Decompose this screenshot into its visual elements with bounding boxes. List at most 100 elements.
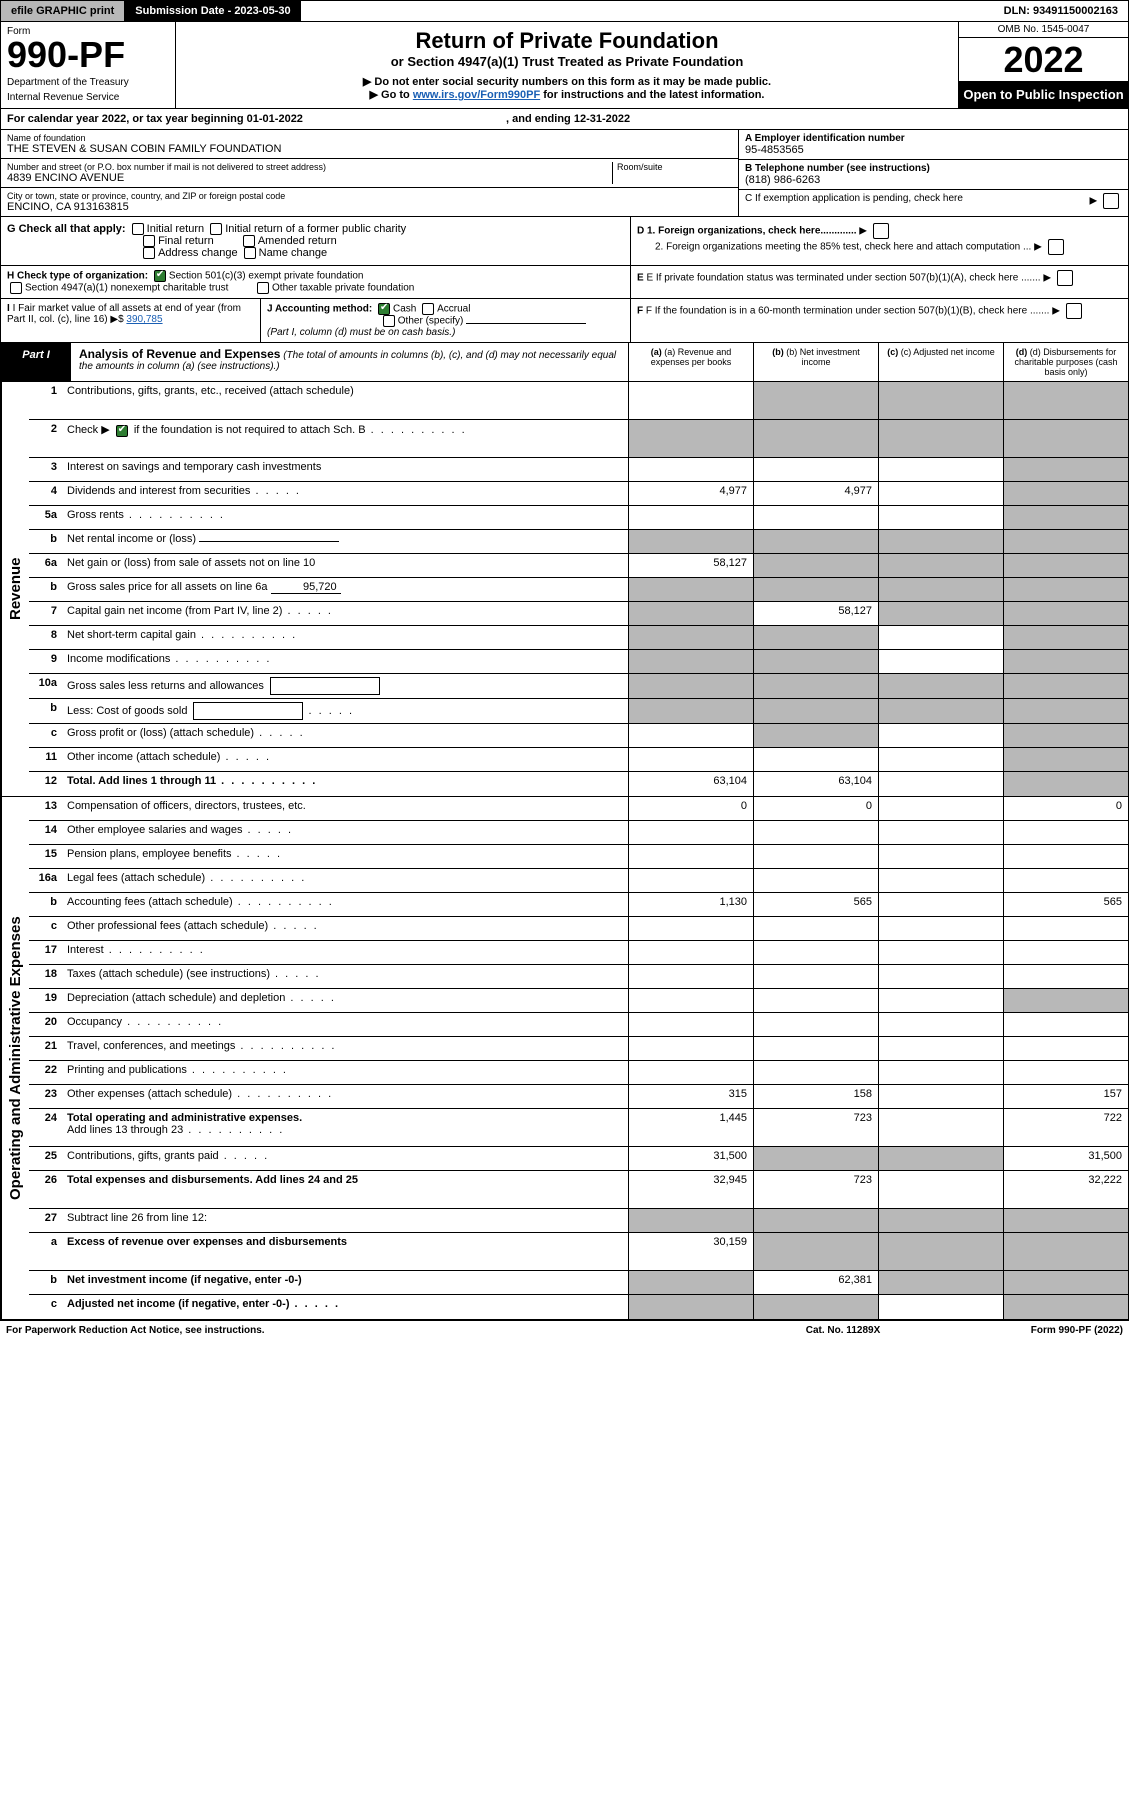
d1-label: D 1. Foreign organizations, check here..… — [637, 226, 857, 237]
line-22: Printing and publications — [63, 1061, 628, 1084]
part1-title: Analysis of Revenue and Expenses — [79, 347, 280, 361]
line-23: Other expenses (attach schedule) — [63, 1085, 628, 1108]
col-d-head: (d) (d) Disbursements for charitable pur… — [1003, 343, 1128, 381]
line-16c: Other professional fees (attach schedule… — [63, 917, 628, 940]
goto-instruction: ▶ Go to www.irs.gov/Form990PF for instru… — [182, 88, 952, 101]
calendar-year-row: For calendar year 2022, or tax year begi… — [0, 109, 1129, 130]
section-h-e: H Check type of organization: Section 50… — [0, 266, 1129, 299]
ssn-warning: ▶ Do not enter social security numbers o… — [182, 75, 952, 88]
submission-date: Submission Date - 2023-05-30 — [125, 1, 300, 21]
line-15: Pension plans, employee benefits — [63, 845, 628, 868]
room-suite-label: Room/suite — [612, 162, 732, 184]
d2-label: 2. Foreign organizations meeting the 85%… — [655, 242, 1031, 253]
line-16a: Legal fees (attach schedule) — [63, 869, 628, 892]
h-501c3-checkbox[interactable] — [154, 270, 166, 282]
j-other-checkbox[interactable] — [383, 315, 395, 327]
line-16b: Accounting fees (attach schedule) — [63, 893, 628, 916]
line-1: Contributions, gifts, grants, etc., rece… — [63, 382, 628, 419]
j-label: J Accounting method: — [267, 304, 372, 315]
form-number: 990-PF — [7, 37, 169, 73]
line-6a: Net gain or (loss) from sale of assets n… — [63, 554, 628, 577]
line-27a: Excess of revenue over expenses and disb… — [63, 1233, 628, 1270]
section-g-d: G Check all that apply: Initial return I… — [0, 217, 1129, 266]
h-4947-checkbox[interactable] — [10, 282, 22, 294]
h-label: H Check type of organization: — [7, 271, 148, 282]
line-11: Other income (attach schedule) — [63, 748, 628, 771]
expenses-side-tab: Operating and Administrative Expenses — [1, 797, 29, 1319]
line-13: Compensation of officers, directors, tru… — [63, 797, 628, 820]
f-checkbox[interactable] — [1066, 303, 1082, 319]
schb-checkbox[interactable] — [116, 425, 128, 437]
header: Form 990-PF Department of the Treasury I… — [0, 22, 1129, 109]
final-return-checkbox[interactable] — [143, 235, 155, 247]
footer: For Paperwork Reduction Act Notice, see … — [0, 1320, 1129, 1340]
g-label: G Check all that apply: — [7, 223, 126, 235]
line-14: Other employee salaries and wages — [63, 821, 628, 844]
d2-checkbox[interactable] — [1048, 239, 1064, 255]
i-label: I Fair market value of all assets at end… — [7, 303, 241, 325]
section-i-j-f: I I Fair market value of all assets at e… — [0, 299, 1129, 343]
revenue-table: Revenue 1Contributions, gifts, grants, e… — [0, 382, 1129, 797]
form-subtitle: or Section 4947(a)(1) Trust Treated as P… — [182, 54, 952, 69]
city-state-zip: ENCINO, CA 913163815 — [7, 201, 732, 213]
paperwork-notice: For Paperwork Reduction Act Notice, see … — [6, 1325, 743, 1336]
line-27c: Adjusted net income (if negative, enter … — [63, 1295, 628, 1319]
col-a-head: (a) (a) Revenue and expenses per books — [628, 343, 753, 381]
line-18: Taxes (attach schedule) (see instruction… — [63, 965, 628, 988]
initial-return-checkbox[interactable] — [132, 223, 144, 235]
line-5a: Gross rents — [63, 506, 628, 529]
expenses-table: Operating and Administrative Expenses 13… — [0, 797, 1129, 1320]
initial-former-checkbox[interactable] — [210, 223, 222, 235]
name-label: Name of foundation — [7, 133, 732, 143]
line-2: Check ▶ if the foundation is not require… — [63, 420, 628, 457]
form-title: Return of Private Foundation — [182, 28, 952, 54]
ein-value: 95-4853565 — [745, 144, 1122, 156]
address-change-checkbox[interactable] — [143, 247, 155, 259]
line-27b: Net investment income (if negative, ente… — [63, 1271, 628, 1294]
address-label: Number and street (or P.O. box number if… — [7, 162, 612, 172]
col-b-head: (b) (b) Net investment income — [753, 343, 878, 381]
line-10c: Gross profit or (loss) (attach schedule) — [63, 724, 628, 747]
line-27: Subtract line 26 from line 12: — [63, 1209, 628, 1232]
j-accrual-checkbox[interactable] — [422, 303, 434, 315]
ein-label: A Employer identification number — [745, 133, 1122, 144]
phone-label: B Telephone number (see instructions) — [745, 163, 1122, 174]
line-4: Dividends and interest from securities — [63, 482, 628, 505]
amended-return-checkbox[interactable] — [243, 235, 255, 247]
revenue-side-tab: Revenue — [1, 382, 29, 796]
dept-treasury: Department of the Treasury — [7, 77, 169, 88]
e-checkbox[interactable] — [1057, 270, 1073, 286]
h-other-checkbox[interactable] — [257, 282, 269, 294]
line-5b: Net rental income or (loss) — [63, 530, 628, 553]
line-20: Occupancy — [63, 1013, 628, 1036]
line-26: Total expenses and disbursements. Add li… — [63, 1171, 628, 1208]
omb-number: OMB No. 1545-0047 — [959, 22, 1128, 38]
f-label: F If the foundation is in a 60-month ter… — [646, 306, 1050, 317]
j-cash-checkbox[interactable] — [378, 303, 390, 315]
footer-form: Form 990-PF (2022) — [943, 1325, 1123, 1336]
line-8: Net short-term capital gain — [63, 626, 628, 649]
tax-year: 2022 — [959, 38, 1128, 81]
section-c-label: C If exemption application is pending, c… — [745, 193, 963, 204]
line-19: Depreciation (attach schedule) and deple… — [63, 989, 628, 1012]
line-6b: Gross sales price for all assets on line… — [63, 578, 628, 601]
foundation-info: Name of foundation THE STEVEN & SUSAN CO… — [0, 130, 1129, 217]
line-7: Capital gain net income (from Part IV, l… — [63, 602, 628, 625]
d1-checkbox[interactable] — [873, 223, 889, 239]
line-3: Interest on savings and temporary cash i… — [63, 458, 628, 481]
phone-value: (818) 986-6263 — [745, 174, 1122, 186]
dln: DLN: 93491150002163 — [994, 1, 1128, 21]
address: 4839 ENCINO AVENUE — [7, 172, 612, 184]
top-bar: efile GRAPHIC print Submission Date - 20… — [0, 0, 1129, 22]
part1-tab: Part I — [1, 343, 71, 381]
section-c-checkbox[interactable] — [1103, 193, 1119, 209]
name-change-checkbox[interactable] — [244, 247, 256, 259]
efile-button[interactable]: efile GRAPHIC print — [1, 1, 125, 21]
e-label: E If private foundation status was termi… — [646, 273, 1040, 284]
cat-no: Cat. No. 11289X — [743, 1325, 943, 1336]
line-12: Total. Add lines 1 through 11 — [63, 772, 628, 796]
city-label: City or town, state or province, country… — [7, 191, 732, 201]
j-note: (Part I, column (d) must be on cash basi… — [267, 327, 455, 338]
instructions-link[interactable]: www.irs.gov/Form990PF — [413, 89, 540, 101]
irs-label: Internal Revenue Service — [7, 92, 169, 103]
